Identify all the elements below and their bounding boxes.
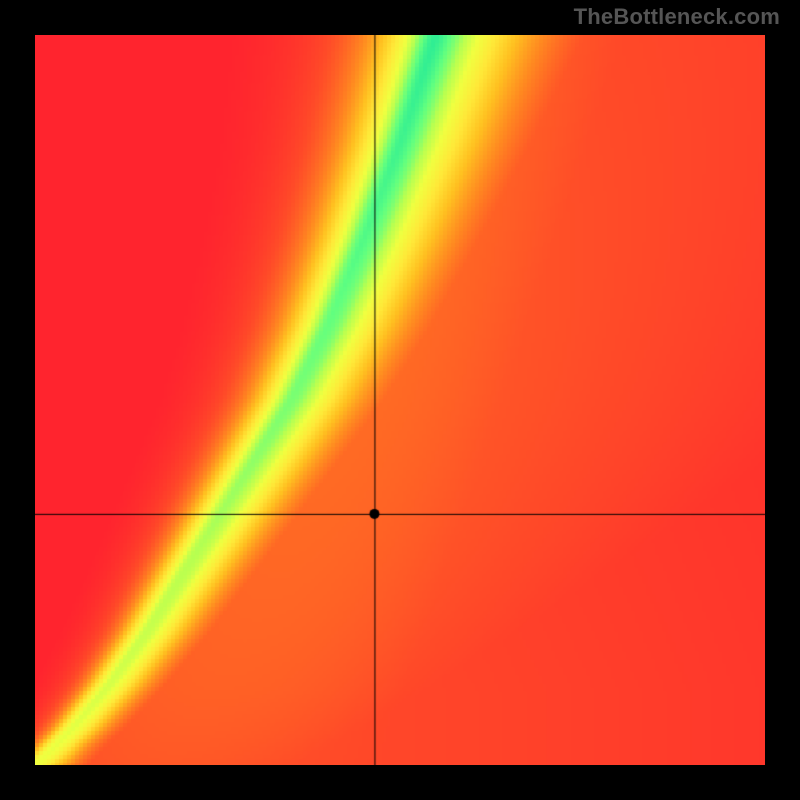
bottleneck-heatmap [35, 35, 765, 765]
chart-container: { "watermark": { "text": "TheBottleneck.… [0, 0, 800, 800]
watermark-text: TheBottleneck.com [574, 4, 780, 30]
